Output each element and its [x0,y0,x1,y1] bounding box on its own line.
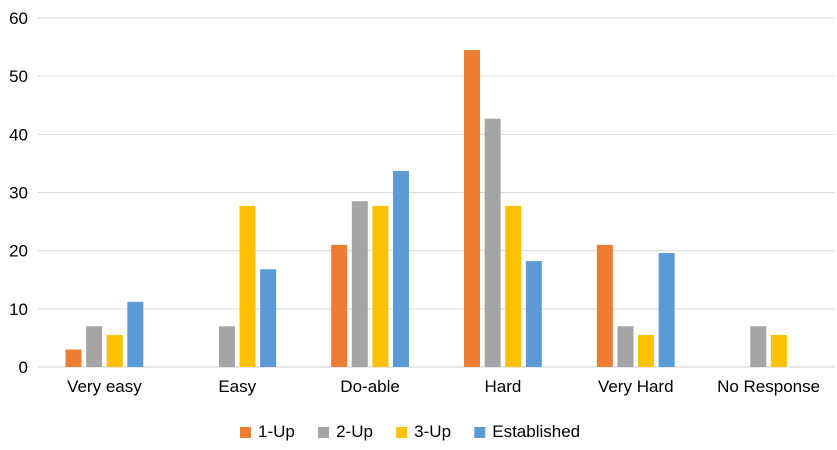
bar-3-up-no-response [770,335,787,367]
y-tick-label: 10 [9,300,28,319]
y-tick-label: 20 [9,242,28,261]
legend-swatch-1-up [240,427,252,438]
legend-swatch-3-up [396,427,408,438]
bar-2-up-hard [484,118,501,368]
legend-label-3-up: 3-Up [414,422,451,441]
legend: 1-Up 2-Up 3-Up Established [240,422,580,441]
bar-2-up-no-response [750,326,767,367]
x-tick-label: Easy [218,377,256,396]
bar-3-up-hard [505,205,522,367]
x-tick-label: No Response [717,377,820,396]
legend-label-2-up: 2-Up [336,422,373,441]
bar-1-up-do-able [331,244,348,367]
bar-established-very-easy [127,301,144,367]
y-tick-label: 60 [9,9,28,28]
bar-2-up-very-easy [86,326,103,367]
bar-2-up-do-able [351,201,368,367]
y-tick-label: 40 [9,125,28,144]
bar-1-up-hard [464,49,481,367]
legend-label-established: Established [492,422,580,441]
bar-3-up-do-able [372,205,389,367]
y-tick-label: 0 [19,358,28,377]
bar-established-hard [525,261,542,367]
bar-1-up-very-easy [65,349,82,367]
legend-label-1-up: 1-Up [258,422,295,441]
legend-swatch-established [474,427,486,438]
bar-2-up-very-hard [617,326,634,367]
axes: 0 10 20 30 40 50 60 Very easy Easy Do-able Hard Ver… [9,9,820,396]
bar-1-up-very-hard [596,244,613,367]
x-tick-label: Do-able [340,377,400,396]
bar-3-up-very-easy [106,335,123,367]
legend-swatch-2-up [318,427,330,438]
y-tick-label: 30 [9,184,28,203]
bar-3-up-easy [239,205,256,367]
x-tick-label: Very easy [67,377,142,396]
bar-established-do-able [392,170,409,367]
bar-established-very-hard [658,252,675,367]
y-tick-label: 50 [9,67,28,86]
x-tick-label: Hard [484,377,521,396]
bar-established-easy [260,269,277,367]
x-tick-label: Very Hard [598,377,674,396]
bar-2-up-easy [218,326,235,367]
bar-3-up-very-hard [638,335,655,367]
bars [65,49,787,368]
gridlines [38,17,835,368]
